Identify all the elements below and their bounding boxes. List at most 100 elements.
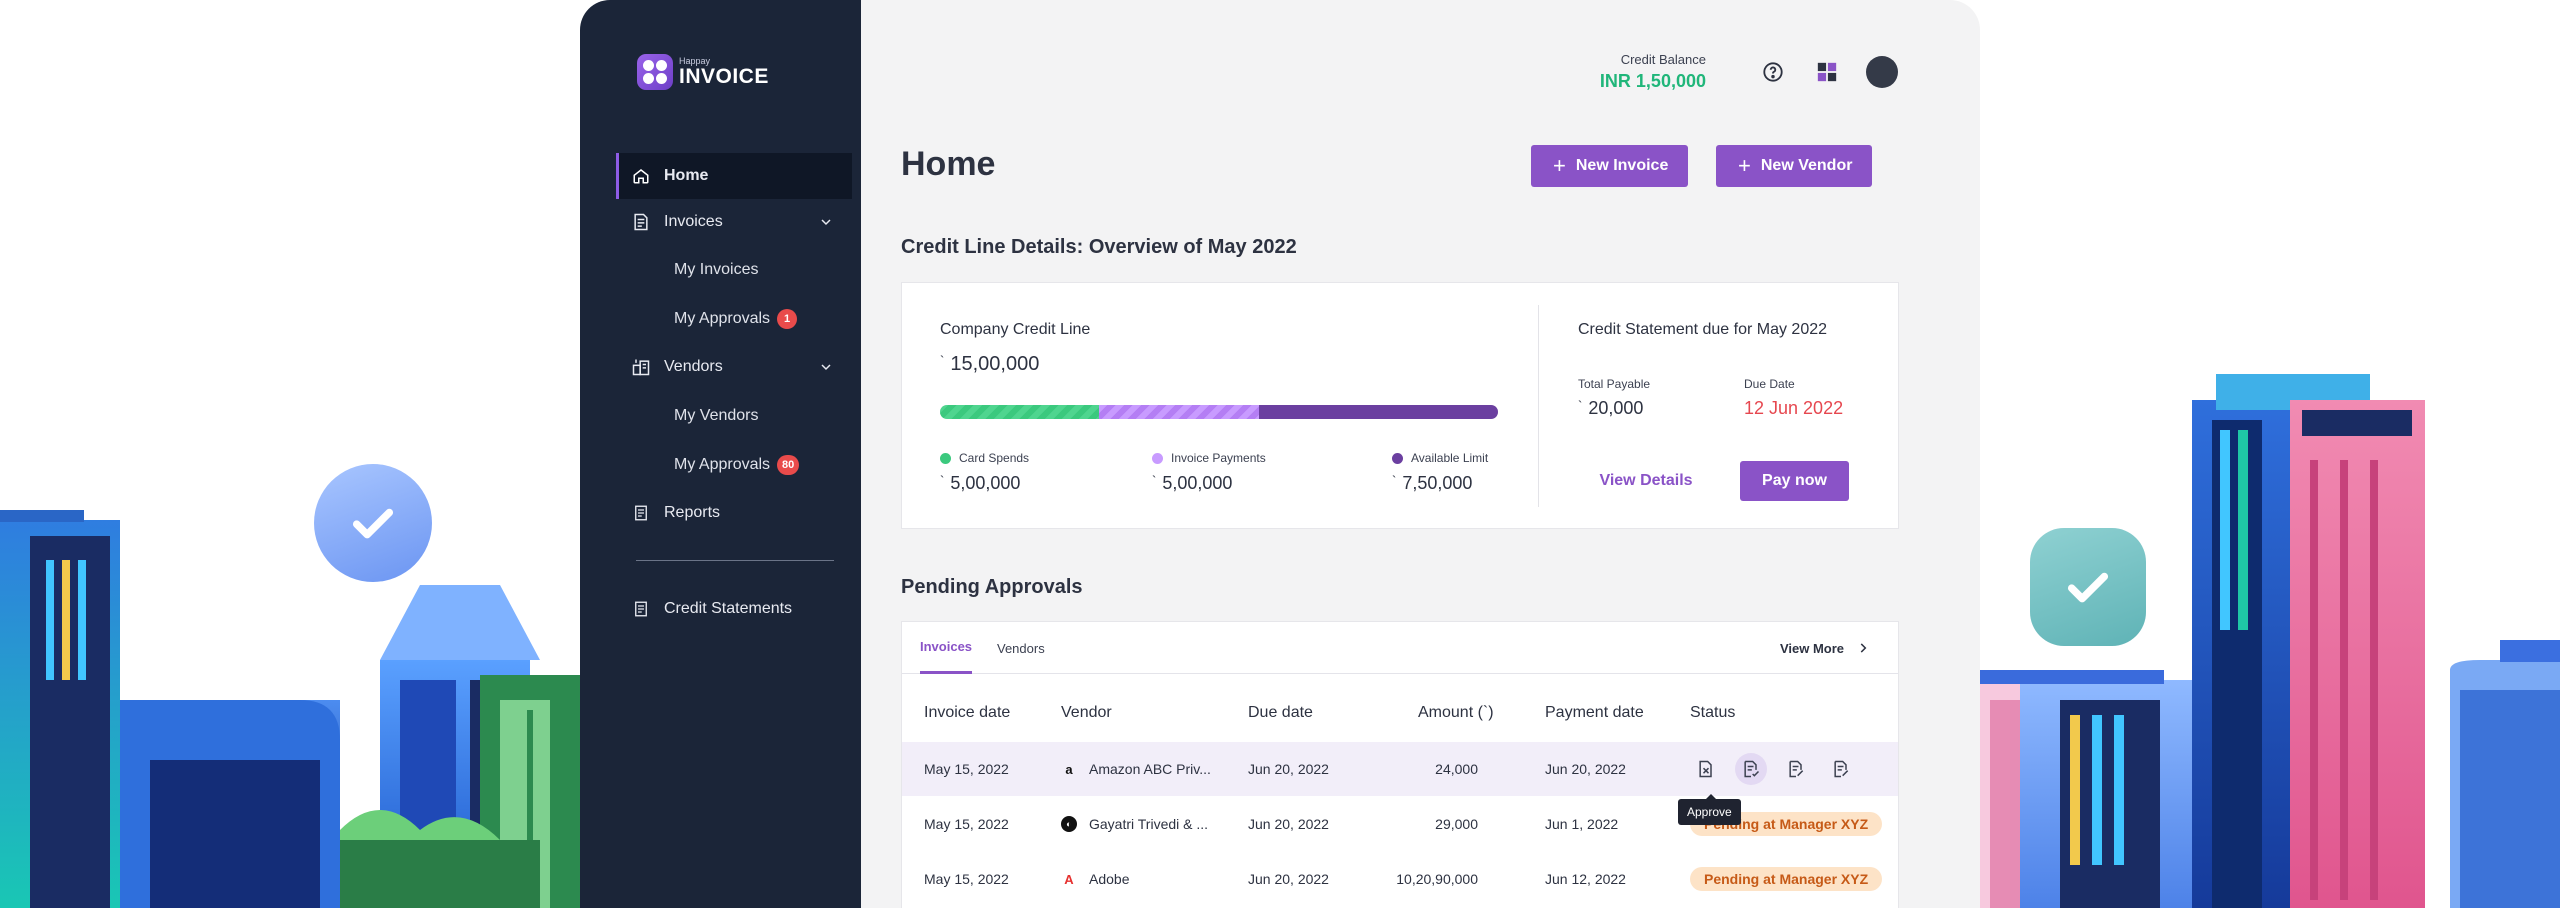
vendor-name: Amazon ABC Priv... [1089,761,1211,777]
due-date: Jun 20, 2022 [1248,816,1329,832]
adobe-logo-icon: A [1064,871,1074,887]
column-header: Vendor [1061,704,1112,721]
payment-date: Jun 12, 2022 [1545,871,1626,887]
currency-symbol: ` [940,353,945,368]
sidebar-item-my-invoices[interactable]: My Invoices [674,250,758,290]
legend-invoice-payments: Invoice Payments ` 5,00,000 [1152,451,1266,494]
pending-approvals-card: Invoices Vendors View More Invoice date … [901,621,1899,908]
status-cell: Pending at Manager XYZ [1690,852,1883,906]
tab-invoices[interactable]: Invoices [920,622,973,674]
legend-value: 5,00,000 [950,473,1021,493]
table-row[interactable]: May 15, 2022 A Adobe Jun 20, 2022 10,20,… [902,852,1898,906]
chevron-right-icon [1860,643,1867,653]
column-header: Amount (`) [1418,704,1494,721]
tab-vendors[interactable]: Vendors [997,640,1045,656]
home-icon [630,165,652,187]
app-window: Happay INVOICE Home Invoices [580,0,1980,908]
legend-label: Card Spends [959,451,1030,465]
sidebar-item-label: Credit Statements [664,600,793,617]
legend-value: 5,00,000 [1162,473,1233,493]
credit-balance-label: Credit Balance [1620,52,1706,67]
due-date-label: Due Date [1744,377,1795,391]
check-badge-left-icon [314,464,432,582]
legend-value: 7,50,000 [1402,473,1473,493]
check-badge-right-icon [2030,528,2146,646]
sidebar-item-label: My Invoices [674,261,759,278]
credit-line-section-title: Credit Line Details: Overview of May 202… [901,236,1297,258]
sidebar-item-home[interactable]: Home [616,153,852,199]
view-details-button[interactable]: View Details [1599,472,1693,489]
card-spends-segment [940,405,1100,419]
sidebar-item-my-vendors[interactable]: My Vendors [674,396,758,436]
reject-icon[interactable] [1690,753,1722,785]
city-illustration-right [1980,374,2560,908]
due-date: Jun 20, 2022 [1248,871,1329,887]
pay-now-button[interactable]: Pay now [1740,461,1849,501]
column-header: Due date [1248,704,1313,721]
brand-logo[interactable]: Happay INVOICE [637,54,769,90]
legend-card-spends: Card Spends ` 5,00,000 [940,451,1029,494]
avatar[interactable] [1866,56,1898,88]
statement-icon [630,598,652,620]
credit-usage-bar [940,405,1498,419]
sidebar-item-label: Reports [664,504,721,521]
card-divider [1538,305,1539,507]
amount: 20,000 [1588,398,1644,418]
table-row[interactable]: May 15, 2022 a Amazon ABC Priv... Jun 20… [902,742,1898,796]
sidebar-item-vendors[interactable]: Vendors [616,344,852,390]
credit-line-card: Company Credit Line ` 15,00,000 Card Spen… [901,282,1899,529]
new-invoice-button[interactable]: + New Invoice [1531,145,1689,187]
vendor-cell: a Amazon ABC Priv... [1061,742,1211,796]
sidebar-item-label: My Approvals [674,310,771,327]
sidebar-item-credit-statements[interactable]: Credit Statements [616,586,852,632]
approve-icon[interactable] [1735,753,1767,785]
pending-approvals-title: Pending Approvals [901,576,1083,598]
count-badge: 1 [777,309,798,329]
sidebar-item-label: My Vendors [674,407,759,424]
vendor-icon [630,356,652,378]
apps-icon[interactable] [1812,57,1842,87]
credit-balance-value: INR 1,50,000 [1599,71,1706,91]
button-label: New Vendor [1760,157,1853,174]
new-vendor-button[interactable]: + New Vendor [1716,145,1873,187]
available-limit-segment [1258,405,1498,419]
brand-name: INVOICE [679,65,769,88]
help-icon[interactable] [1758,57,1788,87]
legend-dot [940,452,951,464]
view-more-link[interactable]: View More [1780,622,1870,674]
currency-symbol: ` [1392,473,1397,488]
total-payable-value: ` 20,000 [1578,398,1643,419]
payment-date: Jun 20, 2022 [1545,761,1626,777]
vendor-cell: A Adobe [1061,852,1129,906]
column-header: Payment date [1545,704,1644,721]
brand-mark-icon [637,54,673,90]
vendor-cell: ◐ Gayatri Trivedi & ... [1061,797,1208,851]
sidebar-item-my-approvals-invoices[interactable]: My Approvals 1 [674,299,798,339]
city-illustration-left [0,510,580,908]
amount: 10,20,90,000 [1396,871,1478,887]
sidebar-item-invoices[interactable]: Invoices [616,199,852,245]
table-row[interactable]: May 15, 2022 ◐ Gayatri Trivedi & ... Jun… [902,797,1898,851]
sidebar-item-my-approvals-vendors[interactable]: My Approvals 80 [674,445,800,485]
amount: 15,00,000 [950,353,1040,375]
edit-approve-icon[interactable] [1825,753,1857,785]
company-credit-line-label: Company Credit Line [940,321,1091,338]
legend-available-limit: Available Limit ` 7,50,000 [1392,451,1488,494]
vendor-logo-icon: ◐ [1061,816,1077,832]
sidebar-divider [636,560,834,561]
payment-date: Jun 1, 2022 [1545,816,1619,832]
currency-symbol: ` [940,473,945,488]
chevron-down-icon [821,219,831,226]
sidebar-item-label: Invoices [664,213,723,230]
due-date: Jun 20, 2022 [1248,761,1329,777]
amount: 24,000 [1435,761,1478,777]
column-header: Status [1690,704,1736,721]
status-badge: Pending at Manager XYZ [1690,867,1883,891]
brand-small: Happay [679,56,711,66]
sidebar-item-reports[interactable]: Reports [616,490,852,536]
approve-partial-icon[interactable] [1780,753,1812,785]
invoice-payments-segment [1099,405,1259,419]
credit-statement-title: Credit Statement due for May 2022 [1578,321,1828,338]
row-actions [1690,742,1870,796]
